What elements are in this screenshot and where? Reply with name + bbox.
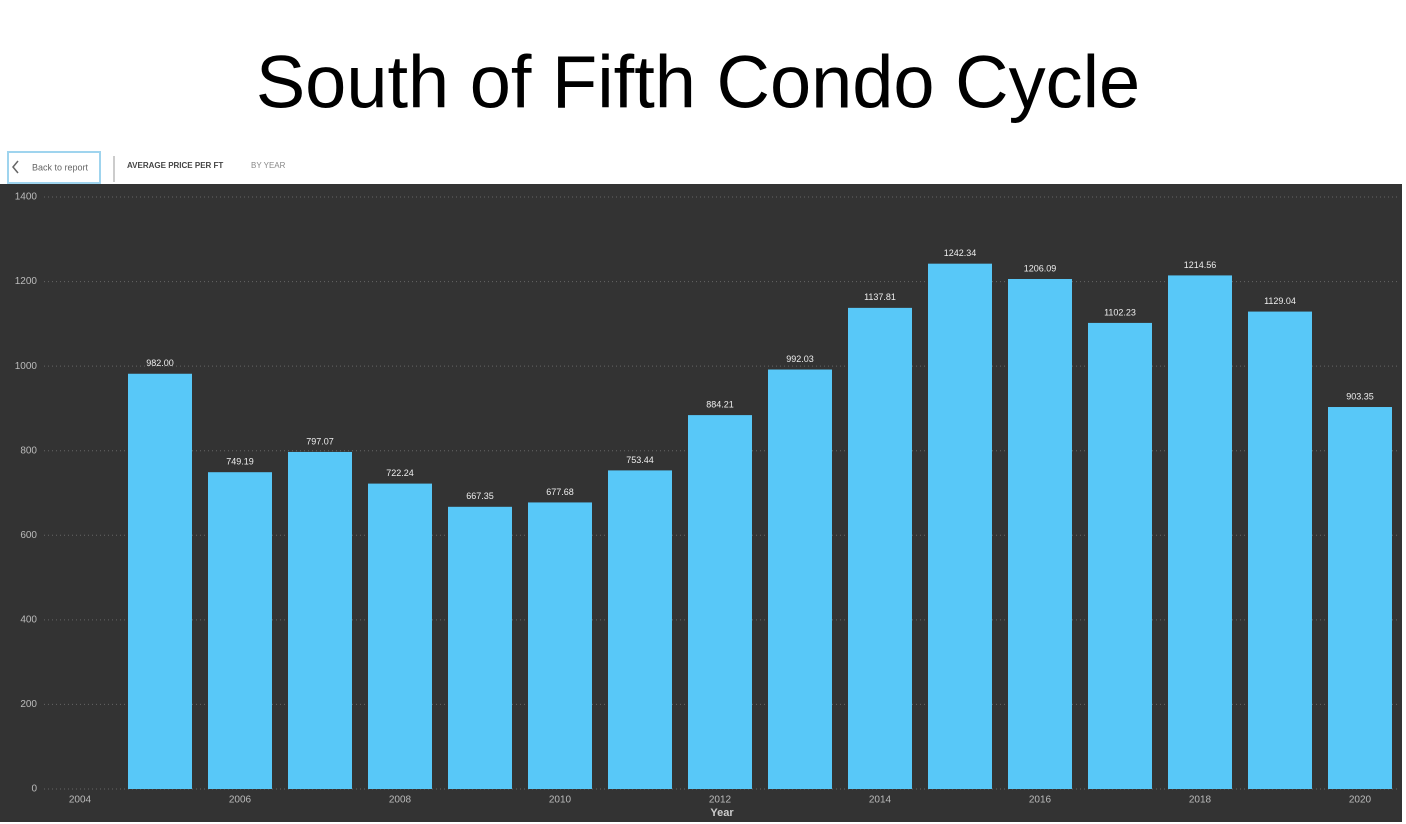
bar [448,506,512,789]
x-tick-label: 2008 [389,795,412,806]
back-label[interactable]: Back to report [32,162,89,172]
chart-title: South of Fifth Condo Cycle [256,41,1140,124]
bar [608,470,672,789]
y-tick-label: 1400 [15,192,38,203]
data-label: 992.03 [786,354,814,364]
bar [1008,278,1072,789]
x-tick-label: 2020 [1349,795,1372,806]
data-label: 1214.56 [1184,260,1217,270]
bar [928,263,992,789]
bar [688,415,752,789]
x-tick-label: 2016 [1029,795,1052,806]
bar [288,451,352,789]
x-tick-label: 2018 [1189,795,1212,806]
bar [1248,311,1312,789]
data-label: 1102.23 [1104,307,1136,317]
x-axis-label: Year [710,807,734,819]
bar [848,307,912,789]
bar [768,369,832,789]
visual-subheading: BY YEAR [251,161,286,170]
back-icon [12,160,19,174]
data-label: 884.21 [706,399,734,409]
bar [208,472,272,789]
bar [1088,322,1152,789]
data-label: 667.35 [466,491,494,501]
data-label: 749.19 [226,457,254,467]
data-label: 1137.81 [864,292,896,302]
visual-heading: AVERAGE PRICE PER FT [127,161,223,170]
y-tick-label: 1000 [15,361,38,372]
x-tick-label: 2014 [869,795,892,806]
y-tick-label: 600 [20,530,37,541]
data-label: 903.35 [1346,391,1374,401]
y-tick-label: 0 [31,784,37,795]
data-label: 1129.04 [1264,296,1296,306]
data-label: 677.68 [546,487,574,497]
x-tick-label: 2012 [709,795,732,806]
bar [128,373,192,789]
bar [368,483,432,789]
data-label: 797.07 [306,436,334,446]
y-tick-label: 200 [20,699,37,710]
x-tick-label: 2010 [549,795,572,806]
data-label: 1242.34 [944,248,977,258]
y-tick-label: 800 [20,445,37,456]
bar [1328,407,1392,789]
y-tick-label: 1200 [15,276,38,287]
bar [528,502,592,789]
back-button[interactable] [7,151,101,184]
x-tick-label: 2004 [69,795,92,806]
x-tick-label: 2006 [229,795,252,806]
y-tick-label: 400 [20,614,37,625]
data-label: 753.44 [626,455,654,465]
data-label: 1206.09 [1024,263,1057,273]
data-label: 982.00 [146,358,174,368]
data-label: 722.24 [386,468,414,478]
bar [1168,275,1232,789]
